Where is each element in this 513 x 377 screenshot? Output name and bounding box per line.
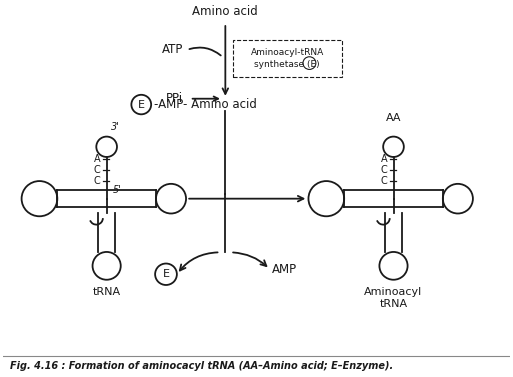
Text: C: C <box>381 176 387 186</box>
Text: 3': 3' <box>111 122 120 132</box>
Text: ATP: ATP <box>162 43 183 57</box>
Text: AMP: AMP <box>272 263 298 276</box>
Text: Amino acid: Amino acid <box>192 5 258 18</box>
Text: E: E <box>163 269 169 279</box>
Text: PPi: PPi <box>166 92 183 105</box>
FancyBboxPatch shape <box>233 40 342 77</box>
Text: Fig. 4.16 : Formation of aminocacyl tRNA (AA–Amino acid; E–Enzyme).: Fig. 4.16 : Formation of aminocacyl tRNA… <box>10 360 393 371</box>
Text: tRNA: tRNA <box>92 287 121 297</box>
Text: A: A <box>381 155 387 164</box>
Text: Aminoacyl
tRNA: Aminoacyl tRNA <box>364 287 423 310</box>
Text: -AMP- Amino acid: -AMP- Amino acid <box>153 98 256 111</box>
Text: E: E <box>138 100 145 110</box>
Text: C: C <box>94 176 101 186</box>
Text: C: C <box>381 165 387 175</box>
Text: A: A <box>94 155 101 164</box>
Text: 5': 5' <box>112 185 122 195</box>
Text: AA: AA <box>386 113 401 123</box>
Text: C: C <box>94 165 101 175</box>
Text: Aminoacyl-tRNA
synthetase (E): Aminoacyl-tRNA synthetase (E) <box>250 48 324 69</box>
